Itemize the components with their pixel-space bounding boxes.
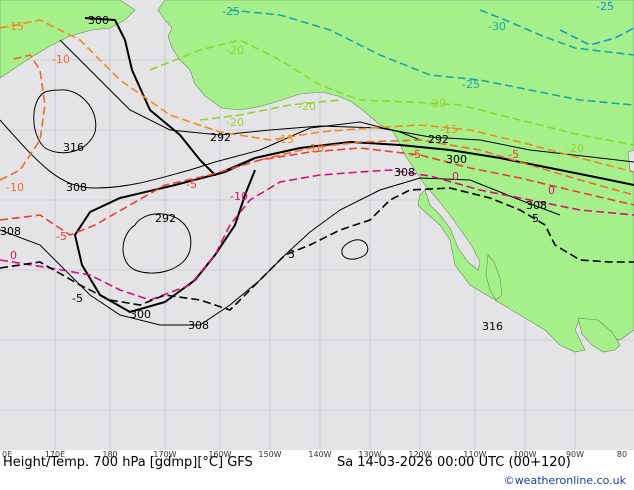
height-label: 308 <box>526 199 547 212</box>
lon-label: 170E <box>44 450 66 459</box>
lon-label: 110W <box>463 450 487 459</box>
isotherm-minus10-east <box>259 139 634 196</box>
temp-label: -5 <box>72 292 83 305</box>
temp-label: -20 <box>226 116 244 129</box>
height-label: 292 <box>155 212 176 225</box>
temp-label: -20 <box>566 142 584 155</box>
temp-label: -10 <box>52 53 70 66</box>
lon-label: 150W <box>258 450 282 459</box>
height-label: 316 <box>63 141 84 154</box>
temp-label: 0 <box>10 249 17 262</box>
height-label: 308 <box>66 181 87 194</box>
map-footer: 0E 170E 180 170W 160W 150W 140W 130W 120… <box>0 450 634 490</box>
lon-label: 170W <box>153 450 177 459</box>
lon-label: 100W <box>513 450 537 459</box>
temp-label: -25 <box>596 0 614 13</box>
contour-closed-small <box>341 239 369 260</box>
lon-label: 0E <box>2 450 13 459</box>
caption-product: Height/Temp. 700 hPa [gdmp][°C] GFS <box>3 455 253 470</box>
isotherm-minus10 <box>0 54 46 181</box>
credit-link[interactable]: ©weatheronline.co.uk <box>503 474 626 487</box>
temp-label: -5 <box>186 178 197 191</box>
height-label: 292 <box>428 133 449 146</box>
contour-308 <box>0 119 421 189</box>
temp-label: -10 <box>306 142 324 155</box>
temp-label: -30 <box>488 20 506 33</box>
lon-label: 180 <box>102 450 118 459</box>
temp-label: -5 <box>56 230 67 243</box>
temperature-labels: -25 -20 -30 -25 -20 -20 -20 -15 -15 -15 … <box>6 0 614 305</box>
isotherm-minus20-low <box>199 99 341 121</box>
temp-label: -20 <box>226 44 244 57</box>
isotherm-minus20 <box>149 39 634 146</box>
isotherm-plus5 <box>0 187 634 311</box>
temp-label: -25 <box>462 78 480 91</box>
temp-label: 5 <box>288 248 295 261</box>
contour-292-upper <box>59 39 634 163</box>
land-central-america <box>577 317 621 353</box>
height-label: 308 <box>0 225 21 238</box>
height-label: 300 <box>446 153 467 166</box>
lon-label: 120W <box>408 450 432 459</box>
height-label: 316 <box>482 320 503 333</box>
lon-label: 80 <box>616 450 628 459</box>
lon-label: 140W <box>308 450 332 459</box>
map-canvas: 300 316 308 292 308 292 300 308 308 300 … <box>0 0 634 450</box>
weather-map: 300 316 308 292 308 292 300 308 308 300 … <box>0 0 634 450</box>
caption-valid-time: Sa 14-03-2026 00:00 UTC (00+120) <box>336 455 571 470</box>
temp-label: -10 <box>6 181 24 194</box>
isotherm-minus15 <box>0 19 634 173</box>
temp-label: -25 <box>222 5 240 18</box>
temperature-contours <box>0 9 634 311</box>
temp-label: -5 <box>508 148 519 161</box>
lon-label: 90W <box>565 450 585 459</box>
isotherm-minus5 <box>0 147 634 236</box>
temp-label: -15 <box>440 123 458 136</box>
temp-label: -10 <box>230 190 248 203</box>
temp-label: -20 <box>298 100 316 113</box>
height-label: 292 <box>210 131 231 144</box>
height-label: 308 <box>394 166 415 179</box>
temp-label: -15 <box>6 20 24 33</box>
height-label: 300 <box>130 308 151 321</box>
isotherm-minus30 <box>559 27 634 46</box>
temp-label: 0 <box>548 184 555 197</box>
lon-label: 160W <box>208 450 232 459</box>
temp-label: -15 <box>276 133 294 146</box>
height-label: 300 <box>88 14 109 27</box>
temp-label: -20 <box>428 97 446 110</box>
temp-label: 0 <box>452 170 459 183</box>
height-label: 308 <box>188 319 209 332</box>
temp-label: -5 <box>410 148 421 161</box>
isotherm-minus25-north <box>229 9 634 106</box>
contour-316-low <box>33 89 97 154</box>
temp-label: 5 <box>532 212 539 225</box>
contour-292-low <box>122 213 192 274</box>
height-labels: 300 316 308 292 308 292 300 308 308 300 … <box>0 14 547 333</box>
land-baja <box>485 254 503 301</box>
map-caption: Height/Temp. 700 hPa [gdmp][°C] GFS Sa 1… <box>3 455 571 470</box>
lon-label: 130W <box>358 450 382 459</box>
isotherm-minus25-ne <box>479 9 634 56</box>
